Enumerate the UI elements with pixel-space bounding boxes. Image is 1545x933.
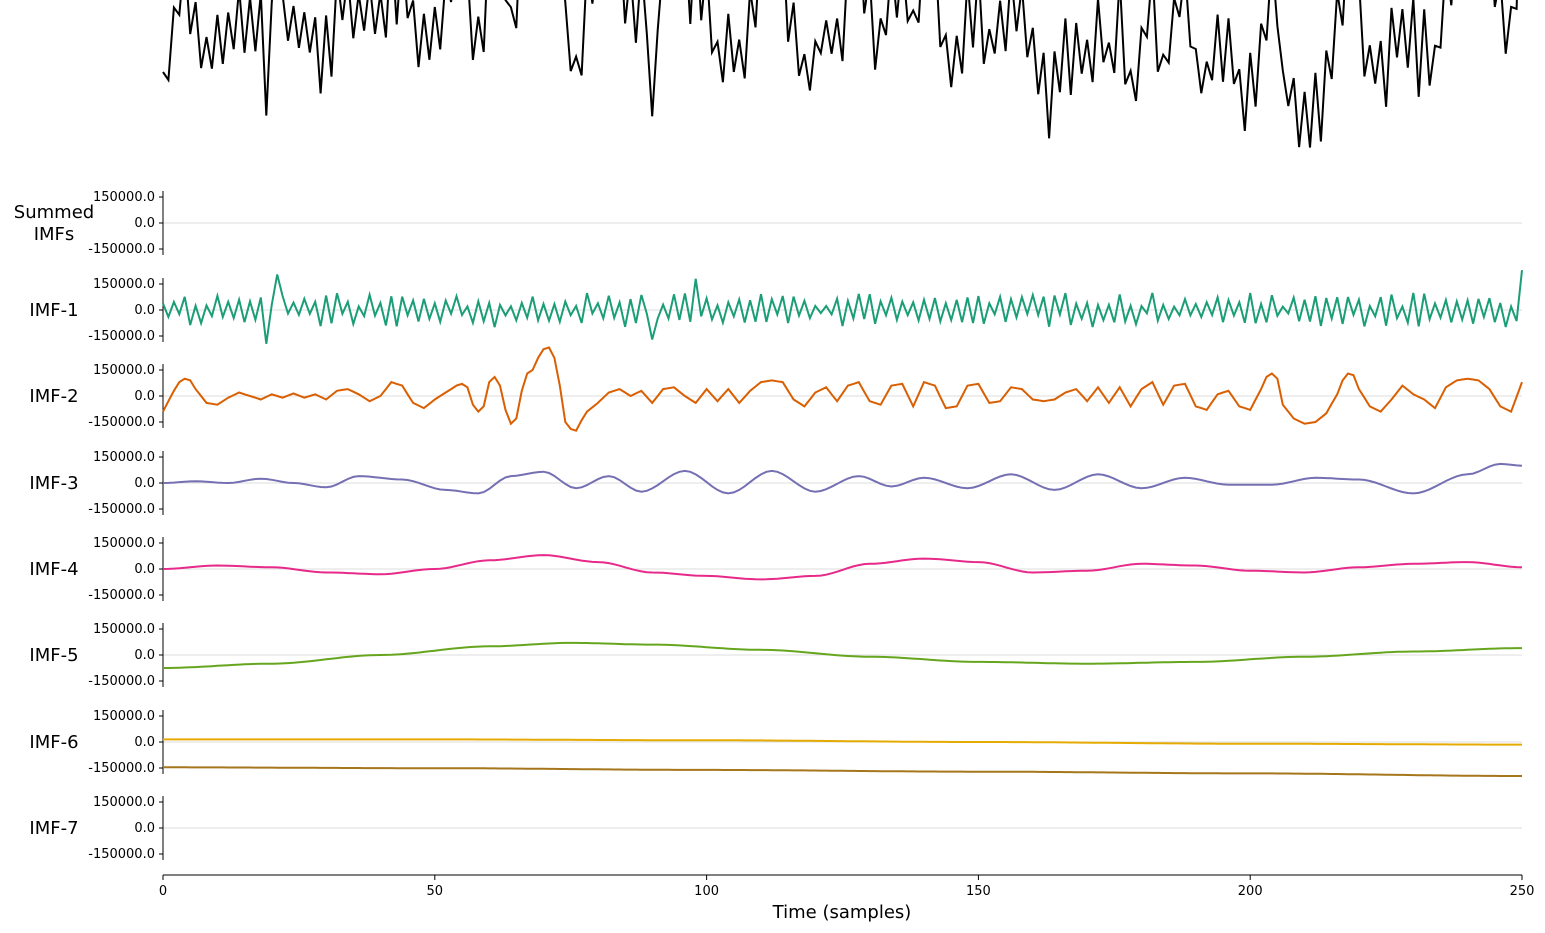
series-line: [163, 766, 1522, 777]
series-line: [162, 346, 1523, 432]
y-tick-label: -150000.0: [88, 674, 155, 689]
y-tick-label: 0.0: [134, 648, 155, 663]
series-line: [163, 738, 1522, 746]
series-line: [162, 0, 1518, 148]
x-tick-label: 0: [159, 884, 167, 899]
x-tick-label: 250: [1510, 884, 1535, 899]
imf-row: 150000.0 0.0 -150000.0 IMF-5: [29, 622, 1522, 689]
y-tick-label: 150000.0: [93, 622, 155, 637]
imf-row: 150000.0 0.0 -150000.0 IMF-4: [29, 536, 1523, 603]
x-axis: 0 50 100 150 200 250: [159, 874, 1535, 899]
y-tick-label: 0.0: [134, 389, 155, 404]
series-line: [162, 554, 1523, 581]
x-tick-label: 200: [1238, 884, 1263, 899]
imf-row: 150000.0 0.0 -150000.0 IMF-1: [29, 269, 1523, 344]
y-tick-label: -150000.0: [88, 588, 155, 603]
y-tick-label: 0.0: [134, 821, 155, 836]
series-line: [163, 641, 1522, 669]
row-label: IMF-7: [29, 818, 78, 839]
series-line: [162, 462, 1523, 495]
series-line: [162, 269, 1523, 344]
y-tick-label: -150000.0: [88, 847, 155, 862]
x-tick-label: 100: [694, 884, 719, 899]
x-tick-label: 50: [427, 884, 444, 899]
y-tick-label: 0.0: [134, 303, 155, 318]
row-label: IMF-1: [29, 300, 78, 321]
y-tick-label: -150000.0: [88, 502, 155, 517]
y-tick-label: -150000.0: [88, 329, 155, 344]
y-tick-label: 150000.0: [93, 277, 155, 292]
x-tick-label: 150: [966, 884, 991, 899]
y-tick-label: 0.0: [134, 476, 155, 491]
row-label: IMF-4: [29, 559, 78, 580]
y-tick-label: -150000.0: [88, 761, 155, 776]
y-tick-label: 150000.0: [93, 536, 155, 551]
y-tick-label: 0.0: [134, 735, 155, 750]
row-label: Summed IMFs: [14, 202, 94, 245]
y-tick-label: -150000.0: [88, 242, 155, 257]
y-tick-label: 150000.0: [93, 450, 155, 465]
y-tick-label: 150000.0: [93, 190, 155, 205]
row-label: IMF-6: [29, 732, 78, 753]
row-label: IMF-2: [29, 386, 78, 407]
y-tick-label: 150000.0: [93, 709, 155, 724]
y-tick-label: 0.0: [134, 216, 155, 231]
imf-row: 150000.0 0.0 -150000.0 IMF-2: [29, 346, 1523, 432]
imf-row: 150000.0 0.0 -150000.0 IMF-3: [29, 450, 1523, 517]
imf-row: 150000.0 0.0 -150000.0 IMF-6: [29, 709, 1522, 776]
y-tick-label: 0.0: [134, 562, 155, 577]
y-tick-label: 150000.0: [93, 363, 155, 378]
y-tick-label: -150000.0: [88, 415, 155, 430]
imf-row: 150000.0 0.0 -150000.0 IMF-7: [29, 766, 1522, 862]
x-axis-label: Time (samples): [772, 902, 912, 923]
row-label: IMF-5: [29, 645, 78, 666]
y-tick-label: 150000.0: [93, 795, 155, 810]
row-label: IMF-3: [29, 473, 78, 494]
